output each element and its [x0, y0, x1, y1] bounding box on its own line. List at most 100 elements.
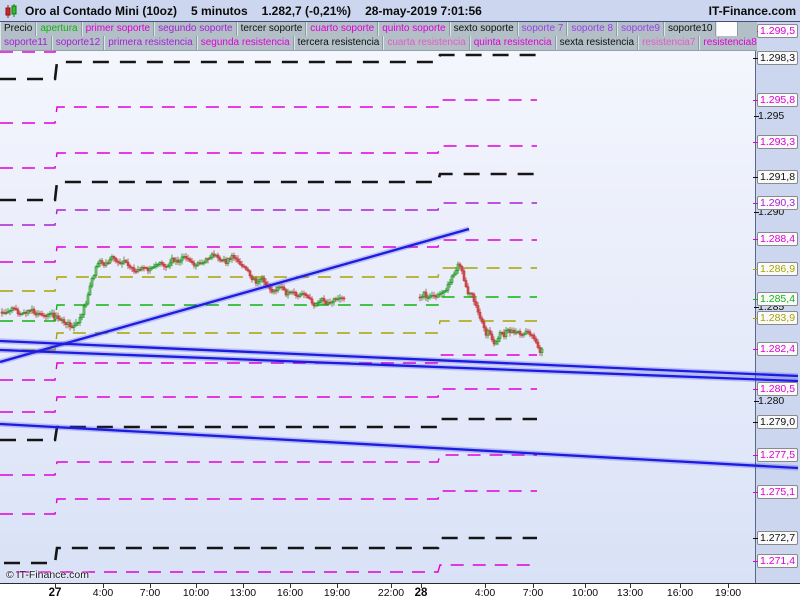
time-axis-label: 19:00	[714, 587, 742, 599]
price-level-label: 1.282,4	[753, 342, 799, 356]
timeframe-label: 5 minutos	[191, 3, 248, 18]
axis-price-label: 1.295	[754, 110, 784, 122]
legend-item[interactable]: quinta resistencia	[469, 36, 556, 50]
price-level-label: 1.272,7	[753, 531, 799, 545]
legend-item[interactable]: apertura	[36, 22, 82, 36]
time-tick	[585, 584, 586, 588]
price-level-label: 1.288,4	[753, 232, 799, 246]
time-axis-label: 13:00	[229, 587, 257, 599]
time-axis-label: 10:00	[182, 587, 210, 599]
price-level-label: 1.299,5	[753, 24, 799, 38]
axis-tick	[753, 269, 758, 270]
legend-item[interactable]: resistencia7	[638, 36, 700, 50]
legend-item[interactable]: cuarto soporte	[306, 22, 379, 36]
time-tick	[103, 584, 104, 588]
price-level-label: 1.290,3	[753, 196, 799, 210]
legend-item[interactable]: soporte11	[0, 36, 52, 50]
axis-tick	[753, 58, 758, 59]
time-tick	[337, 584, 338, 588]
time-tick	[391, 584, 392, 588]
price-level-label: 1.283,9	[753, 311, 799, 325]
legend-item[interactable]: tercer soporte	[236, 22, 307, 36]
last-price-change: 1.282,7 (-0,21%)	[261, 3, 352, 18]
legend-item[interactable]: soporte12	[51, 36, 105, 50]
axis-price-label: 1.280	[754, 395, 784, 407]
axis-tick	[754, 307, 759, 308]
time-tick	[421, 584, 422, 588]
axis-tick	[754, 116, 759, 117]
legend-item[interactable]: primer soporte	[81, 22, 155, 36]
legend-item[interactable]: cuarta resistencia	[383, 36, 470, 50]
axis-tick	[753, 142, 758, 143]
legend-item[interactable]: soporte9	[617, 22, 664, 36]
time-tick	[290, 584, 291, 588]
price-level-label: 1.291,8	[753, 170, 799, 184]
time-tick	[728, 584, 729, 588]
legend-item[interactable]: segundo soporte	[154, 22, 237, 36]
indicator-legend-row-1: Precio apertura primer soporte segundo sopo…	[0, 22, 757, 37]
time-tick	[485, 584, 486, 588]
time-axis-label: 16:00	[666, 587, 694, 599]
legend-item[interactable]: soporte10	[664, 22, 717, 36]
time-tick	[150, 584, 151, 588]
time-axis-label: 27	[48, 587, 62, 599]
price-level-label: 1.298,3	[753, 51, 799, 65]
axis-tick	[753, 318, 758, 319]
price-level-label: 1.275,1	[753, 485, 799, 499]
time-axis-label: 28	[414, 587, 428, 599]
time-axis-label: 4:00	[92, 587, 114, 599]
axis-tick	[753, 203, 758, 204]
legend-item[interactable]	[716, 22, 739, 36]
time-tick	[680, 584, 681, 588]
time-tick	[55, 584, 56, 588]
legend-item[interactable]: soporte 8	[567, 22, 618, 36]
price-level-label: 1.286,9	[753, 262, 799, 276]
legend-filler	[738, 22, 757, 36]
axis-tick	[753, 455, 758, 456]
price-level-label: 1.277,5	[753, 448, 799, 462]
price-level-label: 1.271,4	[753, 554, 799, 568]
time-tick	[533, 584, 534, 588]
axis-tick	[753, 538, 758, 539]
time-tick	[243, 584, 244, 588]
axis-tick	[753, 492, 758, 493]
axis-tick	[754, 212, 759, 213]
legend-item[interactable]: quinto soporte	[378, 22, 450, 36]
price-level-label: 1.285,4	[753, 292, 799, 306]
axis-tick	[753, 561, 758, 562]
axis-tick	[753, 100, 758, 101]
legend-item[interactable]: sexto soporte	[449, 22, 518, 36]
chart-canvas[interactable]	[0, 21, 755, 583]
price-level-label: 1.293,3	[753, 135, 799, 149]
time-axis-label: 16:00	[276, 587, 304, 599]
copyright-watermark: © IT-Finance.com	[6, 569, 90, 581]
legend-item[interactable]: sexta resistencia	[555, 36, 639, 50]
title-bar: Oro al Contado Mini (10oz) 5 minutos 1.2…	[0, 0, 800, 22]
axis-tick	[753, 389, 758, 390]
price-level-label: 1.280,5	[753, 382, 799, 396]
axis-tick	[753, 177, 758, 178]
legend-item[interactable]: soporte 7	[517, 22, 568, 36]
instrument-name: Oro al Contado Mini (10oz)	[25, 3, 177, 18]
candlestick-icon	[5, 3, 17, 18]
price-level-label: 1.279,0	[753, 415, 799, 429]
legend-item[interactable]: Precio	[0, 22, 37, 36]
time-axis-label: 10:00	[571, 587, 599, 599]
indicator-legend-row-2: soporte11 soporte12 primera resistencia seg…	[0, 36, 757, 51]
time-axis[interactable]: 27 4:00 7:00 10:00 13:00 16:00 19:00 22:00 28 4:0…	[0, 583, 800, 600]
time-tick	[630, 584, 631, 588]
axis-tick	[754, 401, 759, 402]
brand-label: IT-Finance.com	[708, 3, 796, 18]
axis-tick	[753, 349, 758, 350]
time-axis-label: 19:00	[323, 587, 351, 599]
legend-item[interactable]: resistencia8	[699, 36, 757, 50]
legend-item[interactable]: tercera resistencia	[293, 36, 384, 50]
time-axis-label: 7:00	[139, 587, 161, 599]
axis-tick	[753, 422, 758, 423]
time-tick	[196, 584, 197, 588]
axis-tick	[753, 239, 758, 240]
legend-item[interactable]: primera resistencia	[104, 36, 197, 50]
legend-item[interactable]: segunda resistencia	[196, 36, 294, 50]
axis-tick	[753, 299, 758, 300]
